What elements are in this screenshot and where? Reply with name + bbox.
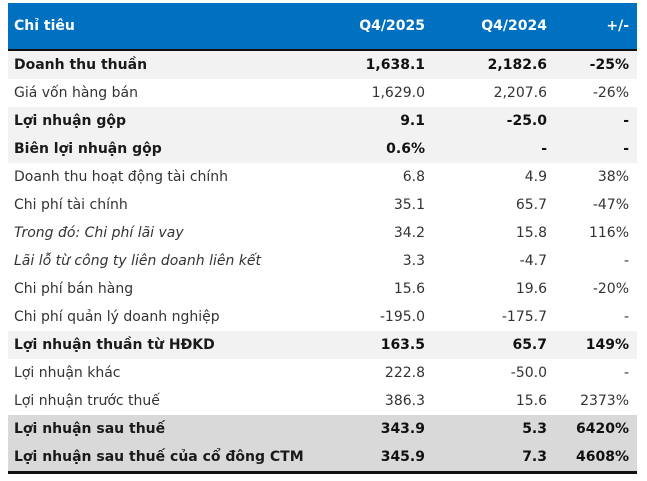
value-change: -25% bbox=[589, 57, 629, 73]
value-q4-2025: 1,629.0 bbox=[371, 85, 425, 101]
value-q4-2025: -195.0 bbox=[379, 309, 425, 325]
value-q4-2025: 345.9 bbox=[380, 449, 425, 465]
value-q4-2025: 34.2 bbox=[393, 225, 425, 241]
table-row: Lợi nhuận thuần từ HĐKD 163.5 65.7 149% bbox=[8, 331, 637, 359]
table-row: Giá vốn hàng bán 1,629.0 2,207.6 -26% bbox=[8, 79, 637, 107]
value-change: -47% bbox=[592, 197, 629, 213]
table-row: Trong đó: Chi phí lãi vay 34.2 15.8 116% bbox=[8, 219, 637, 247]
value-change: 116% bbox=[588, 225, 629, 241]
row-label: Trong đó: Chi phí lãi vay bbox=[14, 225, 184, 241]
value-change: - bbox=[623, 309, 629, 325]
row-label: Lợi nhuận trước thuế bbox=[14, 393, 160, 409]
value-q4-2025: 1,638.1 bbox=[365, 57, 425, 73]
value-q4-2024: -25.0 bbox=[506, 113, 547, 129]
row-label: Lợi nhuận sau thuế bbox=[14, 421, 166, 437]
header-q4-2024: Q4/2024 bbox=[481, 18, 547, 34]
value-change: 149% bbox=[585, 337, 629, 353]
table-header: Chỉ tiêu Q4/2025 Q4/2024 +/- bbox=[8, 3, 637, 51]
table-row: Doanh thu hoạt động tài chính 6.8 4.9 38% bbox=[8, 163, 637, 191]
row-label: Biên lợi nhuận gộp bbox=[14, 141, 162, 157]
value-change: - bbox=[623, 253, 629, 269]
row-label: Giá vốn hàng bán bbox=[14, 85, 138, 101]
value-q4-2025: 6.8 bbox=[402, 169, 425, 185]
value-q4-2025: 9.1 bbox=[400, 113, 425, 129]
value-q4-2025: 222.8 bbox=[384, 365, 425, 381]
value-q4-2024: 15.8 bbox=[515, 225, 547, 241]
value-change: - bbox=[623, 141, 629, 157]
value-q4-2024: 2,207.6 bbox=[493, 85, 547, 101]
value-change: 4608% bbox=[576, 449, 629, 465]
table-row: Biên lợi nhuận gộp 0.6% - - bbox=[8, 135, 637, 163]
value-change: -26% bbox=[592, 85, 629, 101]
value-change: 2373% bbox=[580, 393, 629, 409]
table-row: Chi phí tài chính 35.1 65.7 -47% bbox=[8, 191, 637, 219]
row-label: Chi phí tài chính bbox=[14, 197, 128, 213]
table-body: Doanh thu thuần 1,638.1 2,182.6 -25% Giá vốn… bbox=[8, 51, 637, 471]
value-q4-2025: 0.6% bbox=[386, 141, 425, 157]
value-q4-2025: 3.3 bbox=[402, 253, 425, 269]
header-change: +/- bbox=[606, 18, 629, 34]
value-q4-2024: 65.7 bbox=[512, 337, 547, 353]
value-change: 6420% bbox=[576, 421, 629, 437]
table-row: Lợi nhuận sau thuế 343.9 5.3 6420% bbox=[8, 415, 637, 443]
table-row: Chi phí bán hàng 15.6 19.6 -20% bbox=[8, 275, 637, 303]
row-label: Lãi lỗ từ công ty liên doanh liên kết bbox=[14, 253, 262, 269]
financial-results-table: Chỉ tiêu Q4/2025 Q4/2024 +/- Doanh thu t… bbox=[8, 3, 637, 474]
value-q4-2024: 4.9 bbox=[524, 169, 547, 185]
value-q4-2024: 7.3 bbox=[522, 449, 547, 465]
row-label: Doanh thu hoạt động tài chính bbox=[14, 169, 229, 185]
value-q4-2025: 35.1 bbox=[393, 197, 425, 213]
table-row: Lợi nhuận gộp 9.1 -25.0 - bbox=[8, 107, 637, 135]
value-change: 38% bbox=[597, 169, 629, 185]
value-q4-2024: -175.7 bbox=[501, 309, 547, 325]
value-q4-2025: 386.3 bbox=[384, 393, 425, 409]
table-row: Lợi nhuận trước thuế 386.3 15.6 2373% bbox=[8, 387, 637, 415]
table-row: Doanh thu thuần 1,638.1 2,182.6 -25% bbox=[8, 51, 637, 79]
value-q4-2024: 19.6 bbox=[515, 281, 547, 297]
table-row: Chi phí quản lý doanh nghiệp -195.0 -175.7… bbox=[8, 303, 637, 331]
value-q4-2024: -50.0 bbox=[510, 365, 547, 381]
value-change: -20% bbox=[592, 281, 629, 297]
row-label: Lợi nhuận thuần từ HĐKD bbox=[14, 337, 215, 353]
value-change: - bbox=[623, 365, 629, 381]
value-q4-2024: 65.7 bbox=[515, 197, 547, 213]
row-label: Doanh thu thuần bbox=[14, 57, 148, 73]
row-label: Lợi nhuận gộp bbox=[14, 113, 127, 129]
row-label: Lợi nhuận khác bbox=[14, 365, 121, 381]
value-q4-2024: 15.6 bbox=[515, 393, 547, 409]
row-label: Lợi nhuận sau thuế của cổ đông CTM bbox=[14, 449, 304, 465]
header-indicator: Chỉ tiêu bbox=[14, 18, 75, 34]
value-q4-2025: 343.9 bbox=[380, 421, 425, 437]
table-row: Lợi nhuận khác 222.8 -50.0 - bbox=[8, 359, 637, 387]
value-q4-2025: 15.6 bbox=[393, 281, 425, 297]
value-q4-2025: 163.5 bbox=[380, 337, 425, 353]
value-q4-2024: 5.3 bbox=[522, 421, 547, 437]
value-q4-2024: 2,182.6 bbox=[487, 57, 547, 73]
table-row: Lợi nhuận sau thuế của cổ đông CTM 345.9 7… bbox=[8, 443, 637, 471]
header-q4-2025: Q4/2025 bbox=[359, 18, 425, 34]
table-bottom-border bbox=[8, 471, 637, 474]
value-q4-2024: -4.7 bbox=[519, 253, 547, 269]
row-label: Chi phí quản lý doanh nghiệp bbox=[14, 309, 220, 325]
table-row: Lãi lỗ từ công ty liên doanh liên kết 3.3… bbox=[8, 247, 637, 275]
row-label: Chi phí bán hàng bbox=[14, 281, 134, 297]
value-change: - bbox=[623, 113, 629, 129]
value-q4-2024: - bbox=[541, 141, 547, 157]
